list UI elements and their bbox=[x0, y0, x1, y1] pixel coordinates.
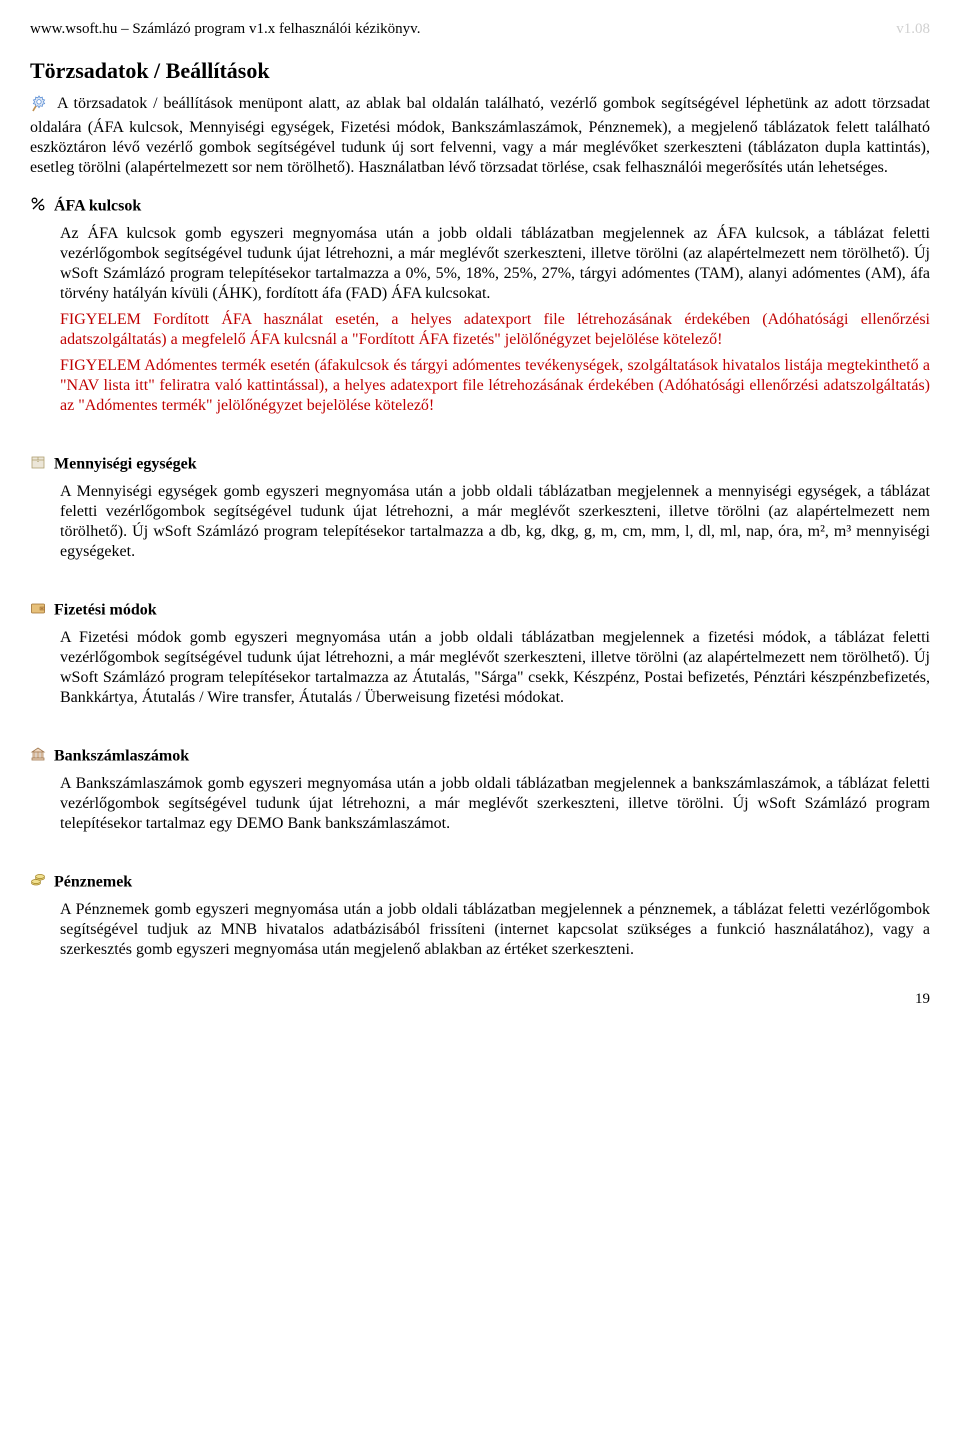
afa-warning-1: FIGYELEM Fordított ÁFA használat esetén,… bbox=[60, 310, 930, 350]
section-title-currency: Pénznemek bbox=[54, 874, 132, 891]
section-body-units: A Mennyiségi egységek gomb egyszeri megn… bbox=[60, 482, 930, 562]
section-heading-bank: Bankszámlaszámok bbox=[30, 746, 930, 768]
section-body-currency: A Pénznemek gomb egyszeri megnyomása utá… bbox=[60, 900, 930, 960]
page-title: Törzsadatok / Beállítások bbox=[30, 57, 930, 85]
intro-text: A törzsadatok / beállítások menüpont ala… bbox=[30, 95, 930, 176]
section-title-afa: ÁFA kulcsok bbox=[54, 198, 141, 215]
section-heading-payment: Fizetési módok bbox=[30, 600, 930, 622]
currency-body: A Pénznemek gomb egyszeri megnyomása utá… bbox=[60, 900, 930, 960]
section-heading-units: Mennyiségi egységek bbox=[30, 454, 930, 476]
section-title-units: Mennyiségi egységek bbox=[54, 456, 197, 473]
afa-body: Az ÁFA kulcsok gomb egyszeri megnyomása … bbox=[60, 225, 930, 302]
section-body-payment: A Fizetési módok gomb egyszeri megnyomás… bbox=[60, 628, 930, 708]
section-body-bank: A Bankszámlaszámok gomb egyszeri megnyom… bbox=[60, 774, 930, 834]
header-version: v1.08 bbox=[896, 20, 930, 39]
afa-warning-2: FIGYELEM Adómentes termék esetén (áfakul… bbox=[60, 356, 930, 416]
wallet-icon bbox=[30, 600, 46, 622]
bank-body: A Bankszámlaszámok gomb egyszeri megnyom… bbox=[60, 774, 930, 834]
bank-icon bbox=[30, 746, 46, 768]
section-heading-currency: Pénznemek bbox=[30, 872, 930, 894]
header-left: www.wsoft.hu – Számlázó program v1.x fel… bbox=[30, 20, 420, 39]
units-body: A Mennyiségi egységek gomb egyszeri megn… bbox=[60, 482, 930, 562]
section-heading-afa: ÁFA kulcsok bbox=[30, 196, 930, 218]
section-title-payment: Fizetési módok bbox=[54, 602, 157, 619]
intro-paragraph: A törzsadatok / beállítások menüpont ala… bbox=[30, 94, 930, 178]
section-body-afa: Az ÁFA kulcsok gomb egyszeri megnyomása … bbox=[60, 224, 930, 416]
section-title-bank: Bankszámlaszámok bbox=[54, 748, 189, 765]
percent-icon bbox=[30, 196, 46, 218]
page-number: 19 bbox=[30, 990, 930, 1009]
coins-icon bbox=[30, 872, 46, 894]
box-icon bbox=[30, 454, 46, 476]
settings-icon bbox=[30, 94, 48, 118]
payment-body: A Fizetési módok gomb egyszeri megnyomás… bbox=[60, 628, 930, 708]
